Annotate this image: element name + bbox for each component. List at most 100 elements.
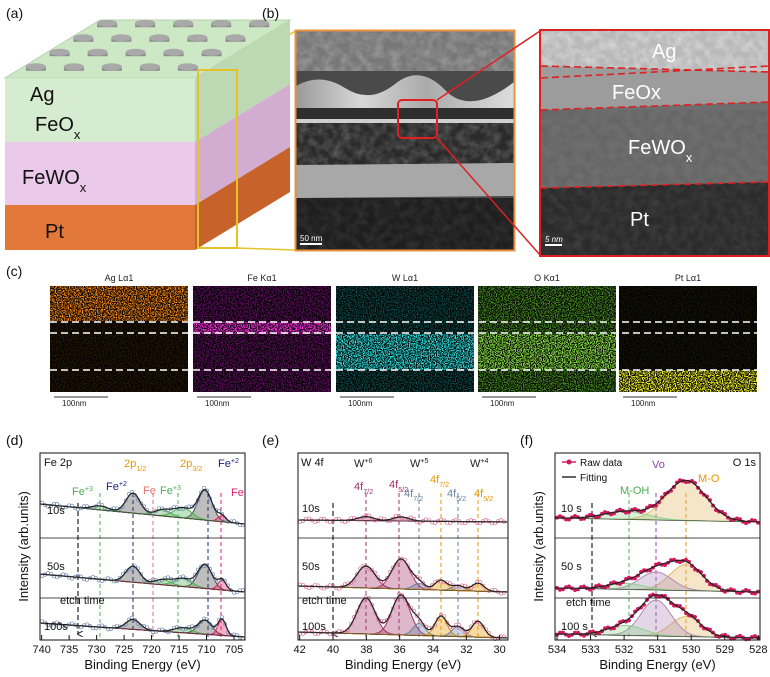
electrode xyxy=(249,19,270,27)
x-tick-label: 720 xyxy=(142,644,160,656)
raw-data-point xyxy=(481,583,485,588)
peak-annotation-main: W xyxy=(410,458,421,470)
peak-annotation: 4f7/2 xyxy=(354,481,373,496)
electrode xyxy=(177,63,198,71)
background-line xyxy=(39,503,246,525)
raw-data-point xyxy=(154,629,158,634)
map-title: Ag Lα1 xyxy=(105,273,134,283)
peak-annotation-sup: +2 xyxy=(119,480,127,488)
etch-time: 50s xyxy=(47,561,65,573)
raw-data-point xyxy=(421,580,425,585)
peak-annotation-sub: 5/2 xyxy=(483,495,493,503)
raw-data-point xyxy=(235,590,239,595)
raw-data-point xyxy=(502,590,506,595)
map-title: Fe Kα1 xyxy=(247,273,276,283)
x-tick-label: 710 xyxy=(197,644,215,656)
zoom-label: Pt xyxy=(630,209,649,231)
etch-time: 10s xyxy=(47,505,65,517)
panel-label: (a) xyxy=(6,5,23,21)
panel-label: (d) xyxy=(6,432,23,448)
etch-time: 100s xyxy=(302,621,326,633)
peak-annotation-main: Fe xyxy=(72,486,85,498)
raw-data-point xyxy=(139,571,143,576)
plot-title: W 4f xyxy=(301,457,325,469)
peak-annotation-main: M-O xyxy=(698,473,720,485)
plot-title: O 1s xyxy=(733,457,757,469)
peak-annotation-main: W xyxy=(470,458,481,470)
electrode xyxy=(211,19,232,27)
x-tick-label: 530 xyxy=(682,644,700,656)
electrode xyxy=(101,63,122,71)
electrode xyxy=(49,48,70,56)
etch-time: 100 s xyxy=(561,621,588,633)
x-tick-label: 32 xyxy=(460,644,472,656)
zoom-label: FeOx xyxy=(612,82,661,104)
map-signal xyxy=(193,286,331,392)
raw-data-point xyxy=(451,625,455,630)
x-tick-label: 40 xyxy=(327,644,339,656)
scale-bar-label: 5 nm xyxy=(545,235,563,244)
peak-annotation-sup: +6 xyxy=(364,457,372,465)
fitting-envelope xyxy=(556,479,759,523)
layer-label: Ag xyxy=(30,84,54,106)
etch-label: etch time xyxy=(302,595,347,607)
x-tick-label: 725 xyxy=(115,644,133,656)
background-line xyxy=(297,519,509,523)
raw-data-point xyxy=(139,501,143,506)
background-line xyxy=(554,517,761,523)
x-axis-label: Binding Energy (eV) xyxy=(599,657,715,672)
map-signal xyxy=(193,322,331,334)
electrode xyxy=(163,48,184,56)
raw-data-point xyxy=(442,518,446,523)
peak-annotation-main: M-OH xyxy=(620,485,649,497)
raw-data-point xyxy=(160,506,164,511)
legend-marker xyxy=(566,459,572,465)
x-axis-label: Binding Energy (eV) xyxy=(345,657,461,672)
raw-data-point xyxy=(310,629,314,634)
raw-data-point xyxy=(355,572,359,577)
map-signal xyxy=(336,334,474,370)
map-signal xyxy=(619,286,757,370)
peak-annotation: W+4 xyxy=(470,457,489,470)
peak-annotation-main: 2p xyxy=(124,458,136,470)
scale-bar-label: 50 nm xyxy=(300,234,323,243)
raw-data-point xyxy=(109,577,113,582)
electrode xyxy=(111,34,132,42)
layer-side xyxy=(195,20,290,142)
raw-data-point xyxy=(43,620,47,625)
raw-data-point xyxy=(385,575,389,580)
layer-label-main: FeWO xyxy=(22,167,80,189)
x-tick-label: 36 xyxy=(394,644,406,656)
peak-annotation-sup: +3 xyxy=(173,484,181,492)
scale-bar-label: 100nm xyxy=(631,399,656,408)
peak-annotation-main: Fe xyxy=(160,485,173,497)
legend-label: Raw data xyxy=(580,458,623,469)
peak-annotation-sup: +4 xyxy=(480,457,488,465)
layer-label-main: Pt xyxy=(45,221,64,243)
etch-label: etch time xyxy=(60,595,105,607)
raw-data-point xyxy=(457,518,461,523)
peak-annotation-sub: 5/2 xyxy=(398,486,408,494)
layer-label: FeWOx xyxy=(22,167,87,195)
peak-annotation-sup: +5 xyxy=(420,457,428,465)
electrode xyxy=(139,63,160,71)
y-axis-label: Intensity (arb.units) xyxy=(531,491,546,602)
zoom-label-main: Pt xyxy=(630,209,649,231)
electrode xyxy=(87,48,108,56)
peak-annotation: Fe+3 xyxy=(72,485,93,498)
background-line xyxy=(297,631,509,639)
raw-data-point xyxy=(415,613,419,618)
electrode xyxy=(63,63,84,71)
layer-label: Pt xyxy=(45,221,64,243)
map-signal xyxy=(478,334,616,370)
zoom-label-main: FeOx xyxy=(612,82,661,104)
peak-annotation-main: 4f xyxy=(474,488,484,500)
x-tick-label: 532 xyxy=(615,644,633,656)
eds-maps xyxy=(50,286,757,398)
raw-data-point xyxy=(753,634,757,639)
x-tick-label: 42 xyxy=(294,644,306,656)
background-line xyxy=(39,573,246,593)
raw-data-point xyxy=(301,518,305,523)
